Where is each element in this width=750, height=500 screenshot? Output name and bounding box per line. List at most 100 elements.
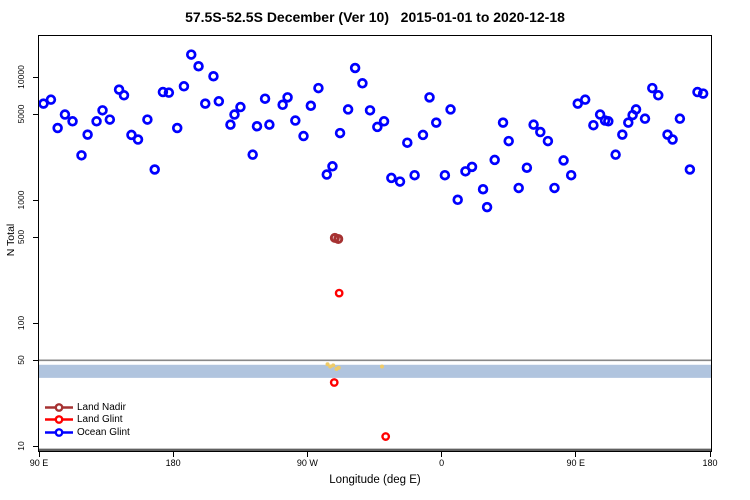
yellow-mark	[325, 362, 330, 367]
land-glint-point	[334, 288, 344, 298]
y-tick-label: 100	[16, 316, 26, 331]
ocean-glint-point	[603, 116, 614, 127]
ocean-glint-point	[321, 169, 333, 180]
ocean-glint-point	[378, 116, 390, 127]
ocean-glint-point	[497, 117, 509, 128]
ocean-glint-point	[282, 92, 293, 103]
ocean-glint-point	[549, 182, 560, 194]
ocean-glint-point	[528, 119, 539, 130]
ocean-glint-point	[313, 82, 324, 94]
y-tick-label: 10000	[16, 65, 26, 90]
ocean-glint-point	[610, 149, 621, 160]
ocean-glint-point	[439, 169, 451, 181]
x-tick-label: 180	[702, 458, 718, 468]
ocean-glint-point	[445, 104, 456, 115]
ocean-glint-point	[305, 100, 317, 112]
ocean-glint-point	[45, 94, 57, 105]
ocean-glint-point	[667, 134, 678, 145]
ocean-glint-point	[229, 109, 240, 120]
yellow-mark	[336, 365, 341, 370]
ocean-glint-point	[38, 98, 49, 109]
ocean-glint-point	[452, 194, 463, 206]
y-tick	[33, 199, 38, 201]
y-tick	[33, 322, 38, 324]
ocean-glint-point	[82, 129, 93, 140]
ocean-glint-point	[163, 87, 175, 98]
ocean-glint-point	[588, 119, 599, 131]
ocean-glint-point	[572, 98, 583, 109]
ocean-glint-point	[630, 104, 642, 115]
ocean-glint-point	[200, 98, 211, 109]
plot-canvas	[38, 35, 712, 452]
land-glint-point	[329, 378, 339, 387]
ocean-glint-point	[386, 172, 397, 184]
ocean-glint-point	[521, 162, 533, 173]
legend-item: Land Glint	[44, 414, 130, 427]
ocean-glint-point	[290, 115, 301, 126]
ocean-glint-point	[235, 101, 246, 113]
legend-open-circle-icon	[45, 402, 73, 412]
y-tick-label: 10	[16, 441, 26, 452]
ocean-glint-point	[342, 104, 354, 115]
ocean-glint-point	[477, 183, 489, 195]
ocean-glint-point	[639, 113, 651, 124]
y-tick-label: 500	[16, 230, 26, 245]
ocean-glint-point	[251, 120, 263, 132]
ocean-glint-point	[466, 161, 478, 173]
y-tick	[33, 359, 38, 361]
ocean-glint-point	[594, 109, 606, 120]
x-tick-label: 180	[165, 458, 181, 468]
legend-item: Land Nadir	[44, 401, 130, 414]
ocean-glint-point	[394, 176, 406, 187]
ocean-glint-point	[364, 105, 376, 116]
ocean-glint-point	[132, 134, 144, 145]
ocean-glint-point	[126, 129, 137, 141]
y-tick	[33, 113, 38, 115]
legend: Land Nadir Land Glint Ocean Glint	[44, 401, 130, 439]
ocean-glint-point	[692, 86, 703, 98]
plot-border	[38, 35, 712, 452]
ocean-glint-point	[513, 182, 524, 194]
x-tick-label: 90 W	[296, 458, 318, 468]
x-axis-title: Longitude (deg E)	[329, 474, 421, 486]
ocean-glint-point	[402, 137, 413, 148]
ocean-glint-point	[225, 119, 236, 130]
legend-open-circle-icon	[45, 415, 73, 425]
x-tick	[306, 452, 308, 457]
x-tick-label: 90 E	[566, 458, 586, 468]
ocean-glint-point	[647, 82, 658, 94]
ocean-glint-point	[193, 60, 204, 72]
x-tick	[441, 452, 443, 457]
ocean-glint-point	[264, 119, 275, 130]
ocean-glint-point	[349, 62, 361, 74]
ocean-glint-point	[208, 70, 219, 82]
legend-item-label: Land Glint	[77, 414, 123, 426]
ocean-glint-point	[417, 129, 429, 141]
ocean-glint-point	[213, 96, 225, 107]
ocean-glint-point	[623, 117, 634, 128]
ocean-glint-point	[67, 116, 78, 127]
ocean-glint-point	[298, 130, 309, 142]
land-glint-point	[381, 432, 391, 441]
ocean-glint-point	[697, 88, 709, 99]
ocean-glint-point	[277, 99, 288, 111]
plot-area	[38, 35, 712, 452]
ocean-glint-point	[481, 201, 493, 213]
ocean-glint-point	[157, 86, 169, 98]
y-tick-label: 1000	[16, 190, 26, 210]
y-tick	[33, 236, 38, 238]
ocean-glint-point	[357, 78, 368, 89]
ocean-glint-point	[185, 49, 197, 60]
ocean-glint-point	[535, 126, 546, 138]
ocean-glint-point	[178, 81, 190, 92]
x-tick-label: 0	[439, 458, 445, 468]
ocean-glint-point	[259, 93, 271, 104]
ocean-glint-point	[149, 164, 160, 175]
ocean-glint-point	[430, 117, 442, 128]
ocean-glint-point	[76, 150, 87, 161]
ocean-glint-point	[684, 164, 696, 175]
ocean-glint-point	[52, 122, 63, 134]
ocean-glint-point	[118, 90, 130, 101]
legend-open-circle-icon	[45, 427, 73, 437]
